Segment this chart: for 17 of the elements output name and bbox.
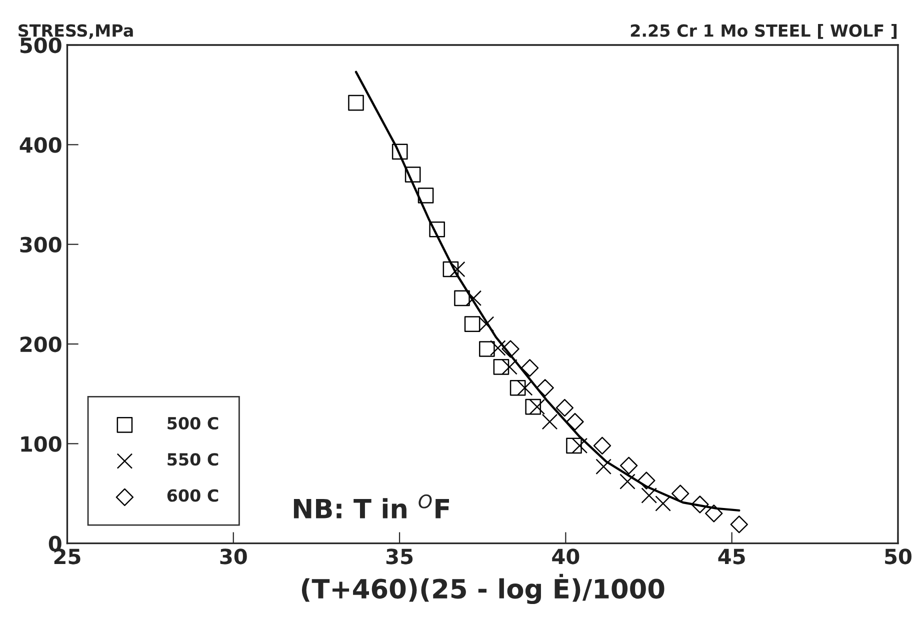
legend-label: 500 C bbox=[168, 416, 218, 430]
legend-label: 550 C bbox=[168, 453, 218, 466]
x-tick-label: 40 bbox=[552, 548, 580, 564]
y-axis-title: STRESS,MPa bbox=[18, 24, 133, 39]
chart-title: 2.25 Cr 1 Mo STEEL [ WOLF ] bbox=[630, 24, 897, 39]
x-tick-label: 45 bbox=[718, 548, 745, 564]
y-tick-label: 100 bbox=[21, 436, 62, 452]
y-tick-label: 300 bbox=[20, 236, 62, 253]
x-tick-label: 30 bbox=[220, 548, 247, 564]
y-tick-label: 500 bbox=[20, 37, 62, 54]
y-tick-label: 200 bbox=[20, 336, 62, 352]
annotation: NB: T in $^{O}$F bbox=[294, 494, 449, 518]
x-tick-label: 50 bbox=[885, 548, 912, 564]
x-axis-title: (T+460)(25 - log Ė)/1000 bbox=[302, 574, 664, 604]
legend-label: 600 C bbox=[167, 489, 218, 502]
y-tick-label: 400 bbox=[20, 137, 62, 153]
x-tick-label: 35 bbox=[386, 548, 413, 564]
